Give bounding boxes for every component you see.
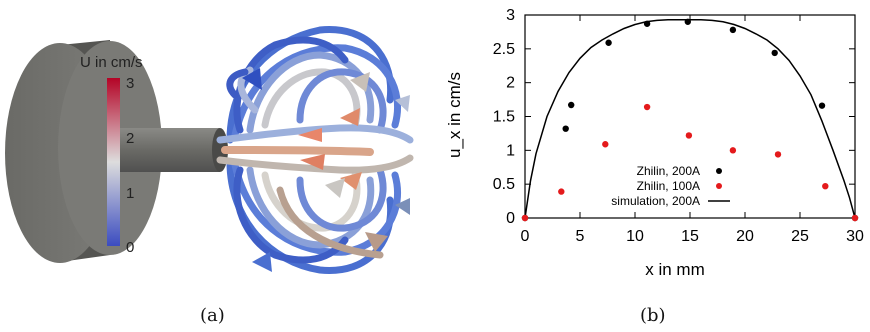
colorbar-tick-2: 2 <box>126 130 134 147</box>
colorbar-title: U in cm/s <box>80 54 143 71</box>
y-tick-label: 3 <box>506 7 515 24</box>
y-tick-label: 0 <box>506 210 515 227</box>
data-point <box>822 182 829 190</box>
y-tick-label: 0.5 <box>493 176 515 193</box>
legend-label: Zhilin, 200A <box>637 164 700 178</box>
streamlines <box>216 26 414 274</box>
flow-visualization: U in cm/s 3 2 1 0 <box>5 26 414 274</box>
data-point <box>684 18 691 25</box>
y-tick-label: 2 <box>506 75 515 92</box>
data-point <box>562 125 569 132</box>
x-tick-label: 5 <box>576 228 585 245</box>
x-tick-label: 15 <box>681 228 699 245</box>
data-point <box>729 147 737 154</box>
colorbar: U in cm/s 3 2 1 0 <box>80 54 143 256</box>
data-point <box>774 151 782 158</box>
x-tick-label: 0 <box>521 228 530 245</box>
legend-marker <box>716 168 722 174</box>
y-tick-label: 1 <box>506 142 515 159</box>
colorbar-tick-3: 3 <box>126 75 134 92</box>
y-axis-label: u_x in cm/s <box>445 72 464 158</box>
colorbar-tick-0: 0 <box>126 239 134 256</box>
axis-ticks: 0 5 10 15 20 25 30 0 0.5 1 1.5 2 2.5 3 <box>493 7 864 245</box>
data-point <box>643 20 651 27</box>
x-tick-label: 20 <box>736 228 754 245</box>
data-point <box>818 102 826 109</box>
stream-arrows <box>242 68 410 272</box>
electrode-disk <box>5 40 162 263</box>
colorbar-tick-1: 1 <box>126 185 134 202</box>
x-tick-label: 25 <box>791 228 809 245</box>
velocity-profile-chart: 0 5 10 15 20 25 30 0 0.5 1 1.5 2 2.5 3 x in mm u_x in… <box>445 7 864 279</box>
series-layer <box>521 18 859 222</box>
y-tick-label: 2.5 <box>493 41 515 58</box>
x-tick-label: 30 <box>846 228 864 245</box>
data-point <box>643 103 651 111</box>
legend-marker <box>716 183 722 189</box>
data-point <box>851 214 859 222</box>
x-axis-label: x in mm <box>645 260 705 279</box>
x-tick-label: 10 <box>626 228 644 245</box>
y-tick-label: 1.5 <box>493 109 515 126</box>
legend-label: Zhilin, 100A <box>637 179 700 193</box>
legend-label: simulation, 200A <box>611 194 700 208</box>
panel-label-b: (b) <box>640 305 666 326</box>
data-point <box>558 188 565 195</box>
colorbar-gradient <box>107 78 120 246</box>
data-point <box>521 214 529 222</box>
data-point <box>729 26 737 34</box>
data-point <box>602 141 609 148</box>
data-point <box>771 49 778 57</box>
panel-label-a: (a) <box>200 305 225 326</box>
data-point <box>605 39 612 46</box>
data-point <box>685 132 693 139</box>
data-point <box>568 101 575 109</box>
